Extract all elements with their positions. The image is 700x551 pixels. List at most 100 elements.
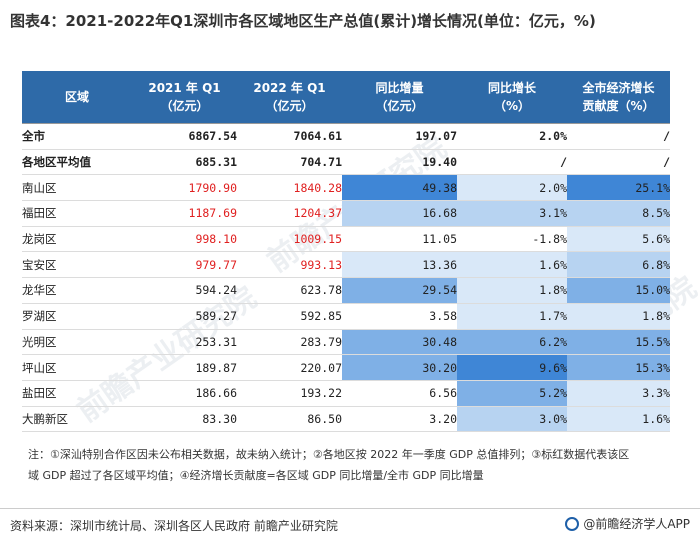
cell-increase: 16.68 bbox=[342, 200, 457, 227]
cell-contribution: 25.1% bbox=[567, 174, 670, 202]
cell-2022q1: 7064.61 bbox=[237, 123, 342, 150]
cell-growth: 3.0% bbox=[457, 406, 567, 433]
cell-2021q1: 594.24 bbox=[132, 277, 237, 304]
cell-increase: 3.58 bbox=[342, 303, 457, 330]
cell-contribution: 15.3% bbox=[567, 354, 670, 381]
cell-2022q1: 993.13 bbox=[237, 251, 342, 279]
cell-growth: / bbox=[457, 149, 567, 176]
table-header-row: 区域 2021 年 Q1 （亿元） 2022 年 Q1 （亿元） 同比增量 （亿元） … bbox=[22, 71, 670, 124]
header-2021q1: 2021 年 Q1 （亿元） bbox=[132, 71, 237, 124]
table-row: 大鹏新区 83.30 86.50 3.20 3.0% 1.6% bbox=[22, 406, 670, 433]
cell-region: 宝安区 bbox=[22, 251, 132, 279]
cell-2021q1: 6867.54 bbox=[132, 123, 237, 150]
table-row: 光明区 253.31 283.79 30.48 6.2% 15.5% bbox=[22, 329, 670, 356]
table-row: 龙岗区 998.10 1009.15 11.05 -1.8% 5.6% bbox=[22, 226, 670, 253]
cell-increase: 197.07 bbox=[342, 123, 457, 150]
cell-increase: 29.54 bbox=[342, 277, 457, 304]
cell-2022q1: 283.79 bbox=[237, 329, 342, 356]
cell-region: 各地区平均值 bbox=[22, 149, 132, 176]
page-title: 图表4：2021-2022年Q1深圳市各区域地区生产总值(累计)增长情况(单位：… bbox=[10, 12, 596, 30]
cell-2021q1: 589.27 bbox=[132, 303, 237, 330]
cell-2021q1: 1790.90 bbox=[132, 174, 237, 202]
cell-2022q1: 623.78 bbox=[237, 277, 342, 304]
cell-increase: 6.56 bbox=[342, 380, 457, 407]
header-contribution: 全市经济增长 贡献度（%） bbox=[567, 71, 670, 124]
cell-increase: 19.40 bbox=[342, 149, 457, 176]
cell-contribution: / bbox=[567, 149, 670, 176]
cell-region: 光明区 bbox=[22, 329, 132, 356]
source-text: 资料来源：深圳市统计局、深圳各区人民政府 前瞻产业研究院 bbox=[10, 519, 338, 533]
table-row: 盐田区 186.66 193.22 6.56 5.2% 3.3% bbox=[22, 380, 670, 407]
brand: @前瞻经济学人APP bbox=[565, 515, 690, 532]
cell-region: 盐田区 bbox=[22, 380, 132, 407]
cell-growth: 2.0% bbox=[457, 174, 567, 202]
footnote-line: 域 GDP 超过了各区域平均值；④经济增长贡献度=各区域 GDP 同比增量/全市… bbox=[28, 469, 484, 482]
cell-contribution: 1.8% bbox=[567, 303, 670, 330]
cell-region: 龙岗区 bbox=[22, 226, 132, 253]
cell-2021q1: 998.10 bbox=[132, 226, 237, 253]
table-row: 罗湖区 589.27 592.85 3.58 1.7% 1.8% bbox=[22, 303, 670, 330]
cell-region: 南山区 bbox=[22, 174, 132, 202]
table-row: 福田区 1187.69 1204.37 16.68 3.1% 8.5% bbox=[22, 200, 670, 227]
table-row: 坪山区 189.87 220.07 30.20 9.6% 15.3% bbox=[22, 354, 670, 381]
divider bbox=[0, 508, 700, 509]
cell-2022q1: 193.22 bbox=[237, 380, 342, 407]
cell-increase: 30.48 bbox=[342, 329, 457, 356]
cell-2022q1: 1009.15 bbox=[237, 226, 342, 253]
cell-2021q1: 979.77 bbox=[132, 251, 237, 279]
cell-contribution: 15.5% bbox=[567, 329, 670, 356]
cell-increase: 3.20 bbox=[342, 406, 457, 433]
cell-contribution: 6.8% bbox=[567, 251, 670, 279]
header-growth: 同比增长 （%） bbox=[457, 71, 567, 124]
cell-growth: -1.8% bbox=[457, 226, 567, 253]
cell-increase: 49.38 bbox=[342, 174, 457, 202]
cell-2021q1: 1187.69 bbox=[132, 200, 237, 227]
cell-2022q1: 86.50 bbox=[237, 406, 342, 433]
cell-region: 全市 bbox=[22, 123, 132, 150]
table-row: 南山区 1790.90 1840.28 49.38 2.0% 25.1% bbox=[22, 174, 670, 202]
brand-text: @前瞻经济学人APP bbox=[583, 517, 690, 531]
cell-growth: 1.7% bbox=[457, 303, 567, 330]
header-region: 区域 bbox=[22, 71, 132, 124]
cell-region: 罗湖区 bbox=[22, 303, 132, 330]
cell-region: 福田区 bbox=[22, 200, 132, 227]
table-row: 龙华区 594.24 623.78 29.54 1.8% 15.0% bbox=[22, 277, 670, 304]
footnote: 注：①深汕特别合作区因未公布相关数据，故未纳入统计；②各地区按 2022 年一季… bbox=[28, 444, 668, 486]
cell-growth: 5.2% bbox=[457, 380, 567, 407]
cell-2021q1: 253.31 bbox=[132, 329, 237, 356]
gdp-table: 区域 2021 年 Q1 （亿元） 2022 年 Q1 （亿元） 同比增量 （亿元） … bbox=[22, 71, 670, 433]
cell-growth: 1.8% bbox=[457, 277, 567, 304]
cell-contribution: / bbox=[567, 123, 670, 150]
cell-2021q1: 83.30 bbox=[132, 406, 237, 433]
cell-growth: 1.6% bbox=[457, 251, 567, 279]
table-row: 全市 6867.54 7064.61 197.07 2.0% / bbox=[22, 123, 670, 150]
cell-contribution: 8.5% bbox=[567, 200, 670, 227]
table-row: 各地区平均值 685.31 704.71 19.40// bbox=[22, 149, 670, 176]
cell-growth: 2.0% bbox=[457, 123, 567, 150]
cell-2021q1: 189.87 bbox=[132, 354, 237, 381]
cell-2021q1: 685.31 bbox=[132, 149, 237, 176]
cell-2021q1: 186.66 bbox=[132, 380, 237, 407]
cell-increase: 13.36 bbox=[342, 251, 457, 279]
cell-increase: 11.05 bbox=[342, 226, 457, 253]
brand-logo-icon bbox=[565, 516, 580, 531]
header-increase: 同比增量 （亿元） bbox=[342, 71, 457, 124]
footnote-line: 注：①深汕特别合作区因未公布相关数据，故未纳入统计；②各地区按 2022 年一季… bbox=[28, 448, 630, 461]
cell-increase: 30.20 bbox=[342, 354, 457, 381]
cell-region: 大鹏新区 bbox=[22, 406, 132, 433]
table-row: 宝安区 979.77 993.13 13.36 1.6% 6.8% bbox=[22, 251, 670, 279]
header-2022q1: 2022 年 Q1 （亿元） bbox=[237, 71, 342, 124]
cell-growth: 6.2% bbox=[457, 329, 567, 356]
cell-region: 坪山区 bbox=[22, 354, 132, 381]
cell-2022q1: 1840.28 bbox=[237, 174, 342, 202]
cell-contribution: 5.6% bbox=[567, 226, 670, 253]
cell-2022q1: 220.07 bbox=[237, 354, 342, 381]
cell-2022q1: 592.85 bbox=[237, 303, 342, 330]
cell-growth: 3.1% bbox=[457, 200, 567, 227]
cell-growth: 9.6% bbox=[457, 354, 567, 381]
cell-contribution: 3.3% bbox=[567, 380, 670, 407]
cell-contribution: 1.6% bbox=[567, 406, 670, 433]
cell-2022q1: 704.71 bbox=[237, 149, 342, 176]
cell-2022q1: 1204.37 bbox=[237, 200, 342, 227]
cell-contribution: 15.0% bbox=[567, 277, 670, 304]
